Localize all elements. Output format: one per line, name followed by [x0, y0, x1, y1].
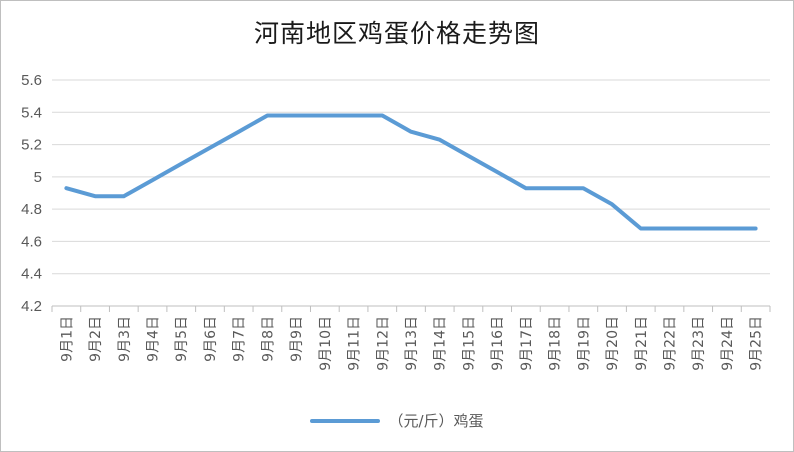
- x-tick-label: 9月19日: [576, 316, 592, 371]
- y-tick-label: 4.2: [21, 298, 42, 315]
- x-tick-label: 9月18日: [548, 316, 564, 371]
- x-tick-label: 9月12日: [375, 316, 391, 371]
- legend-label: （元/斤）鸡蛋: [388, 412, 484, 430]
- y-tick-label: 4.8: [21, 201, 42, 218]
- x-tick-label: 9月8日: [260, 316, 276, 362]
- legend-swatch: [310, 418, 381, 423]
- y-tick-label: 5.2: [21, 137, 42, 154]
- x-tick-label: 9月14日: [433, 316, 449, 371]
- legend: （元/斤）鸡蛋: [0, 410, 794, 431]
- x-tick-label: 9月17日: [519, 316, 535, 371]
- x-tick-label: 9月6日: [203, 316, 219, 362]
- x-tick-label: 9月3日: [117, 316, 133, 362]
- y-tick-label: 4.4: [21, 266, 42, 283]
- x-tick-label: 9月16日: [490, 316, 506, 371]
- x-tick-label: 9月13日: [404, 316, 420, 371]
- x-tick-label: 9月23日: [691, 316, 707, 371]
- y-tick-label: 5.4: [21, 104, 42, 121]
- x-tick-label: 9月15日: [461, 316, 477, 371]
- x-tick-label: 9月2日: [88, 316, 104, 362]
- chart-title: 河南地区鸡蛋价格走势图: [253, 19, 540, 48]
- x-tick-label: 9月4日: [146, 316, 162, 362]
- series-line: [64, 113, 758, 231]
- x-tick-label: 9月5日: [174, 316, 190, 362]
- x-tick-label: 9月20日: [605, 316, 621, 371]
- x-tick-label: 9月22日: [662, 316, 678, 371]
- x-tick-label: 9月11日: [347, 316, 363, 371]
- y-tick-label: 5: [34, 169, 42, 186]
- x-tick-label: 9月7日: [232, 316, 248, 362]
- x-tick-label: 9月21日: [634, 316, 650, 371]
- y-tick-label: 4.6: [21, 233, 42, 250]
- x-tick-label: 9月1日: [59, 316, 75, 362]
- y-tick-label: 5.6: [21, 72, 42, 89]
- x-tick-label: 9月9日: [289, 316, 305, 362]
- x-tick-label: 9月24日: [720, 316, 736, 371]
- x-tick-label: 9月25日: [749, 316, 765, 371]
- x-tick-label: 9月10日: [318, 316, 334, 371]
